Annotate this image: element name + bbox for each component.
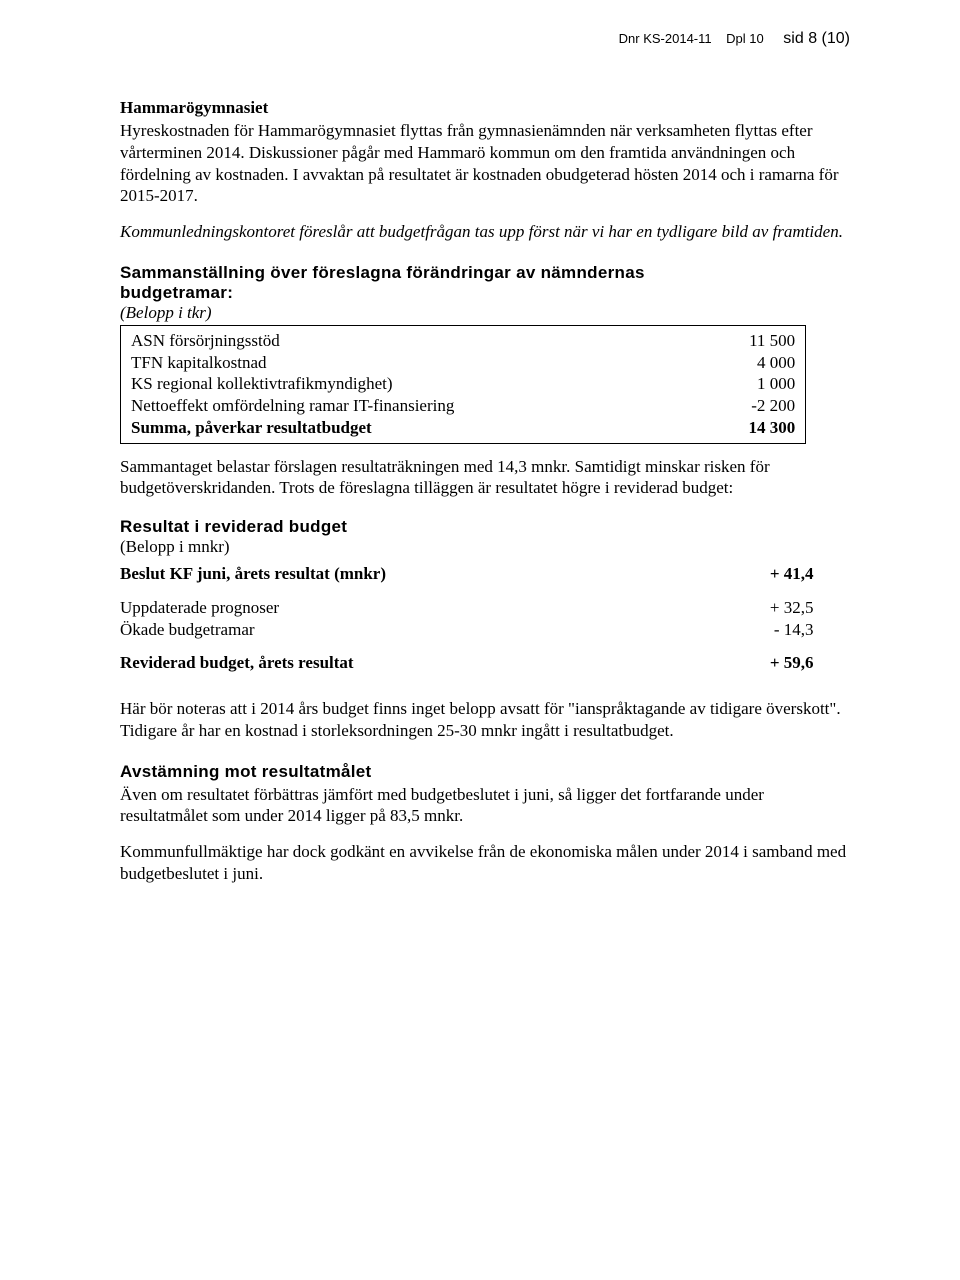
cell-label: ASN försörjningsstöd <box>131 330 280 352</box>
resultat-row-final: Reviderad budget, årets resultat + 59,6 <box>120 652 814 674</box>
resultat-row: Ökade budgetramar - 14,3 <box>120 619 814 641</box>
resultat-block: Resultat i reviderad budget (Belopp i mn… <box>120 517 850 674</box>
cell-value: + 59,6 <box>734 652 814 674</box>
hammaro-p1: Hyreskostnaden för Hammarögymnasiet flyt… <box>120 120 850 207</box>
resultat-row: Uppdaterade prognoser + 32,5 <box>120 597 814 619</box>
section-title-hammaro: Hammarögymnasiet <box>120 98 850 118</box>
table-row: KS regional kollektivtrafikmyndighet) 1 … <box>131 373 795 395</box>
cell-value: 11 500 <box>715 330 795 352</box>
header-sid: sid 8 (10) <box>783 30 850 47</box>
cell-value: 4 000 <box>715 352 795 374</box>
p-note: Här bör noteras att i 2014 års budget fi… <box>120 698 850 742</box>
sammanstallning-belopp: (Belopp i tkr) <box>120 303 850 323</box>
p-after-sum: Sammantaget belastar förslagen resultatr… <box>120 456 850 500</box>
table-row: TFN kapitalkostnad 4 000 <box>131 352 795 374</box>
cell-label: Reviderad budget, årets resultat <box>120 652 354 674</box>
cell-label: Ökade budgetramar <box>120 619 255 641</box>
table-row: Nettoeffekt omfördelning ramar IT-finans… <box>131 395 795 417</box>
cell-value: + 32,5 <box>734 597 814 619</box>
document-page: Dnr KS-2014-11 Dpl 10 sid 8 (10) Hammarö… <box>0 0 960 1280</box>
sammanstallning-title: Sammanställning över föreslagna förändri… <box>120 263 850 303</box>
hammaro-p2-italic: Kommunledningskontoret föreslår att budg… <box>120 221 850 243</box>
cell-label: Summa, påverkar resultatbudget <box>131 417 372 439</box>
avstamning-p2: Kommunfullmäktige har dock godkänt en av… <box>120 841 850 885</box>
cell-label: KS regional kollektivtrafikmyndighet) <box>131 373 393 395</box>
sammanstallning-title-l2: budgetramar: <box>120 283 233 302</box>
page-header: Dnr KS-2014-11 Dpl 10 sid 8 (10) <box>120 30 850 48</box>
header-dnr: Dnr KS-2014-11 <box>619 31 712 46</box>
sammanstallning-table: ASN försörjningsstöd 11 500 TFN kapitalk… <box>120 325 806 444</box>
table-row: ASN försörjningsstöd 11 500 <box>131 330 795 352</box>
cell-label: Nettoeffekt omfördelning ramar IT-finans… <box>131 395 454 417</box>
avstamning-title: Avstämning mot resultatmålet <box>120 762 850 782</box>
cell-value: - 14,3 <box>734 619 814 641</box>
avstamning-p1: Även om resultatet förbättras jämfört me… <box>120 784 850 828</box>
cell-label: TFN kapitalkostnad <box>131 352 267 374</box>
table-row-sum: Summa, påverkar resultatbudget 14 300 <box>131 417 795 439</box>
sammanstallning-title-l1: Sammanställning över föreslagna förändri… <box>120 263 645 282</box>
header-dpl: Dpl 10 <box>726 31 764 46</box>
resultat-row: Beslut KF juni, årets resultat (mnkr) + … <box>120 563 814 585</box>
cell-label: Uppdaterade prognoser <box>120 597 279 619</box>
cell-value: 1 000 <box>715 373 795 395</box>
resultat-title: Resultat i reviderad budget <box>120 517 850 537</box>
cell-value: -2 200 <box>715 395 795 417</box>
cell-label: Beslut KF juni, årets resultat (mnkr) <box>120 563 386 585</box>
cell-value: + 41,4 <box>734 563 814 585</box>
cell-value: 14 300 <box>715 417 795 439</box>
resultat-belopp: (Belopp i mnkr) <box>120 537 850 557</box>
